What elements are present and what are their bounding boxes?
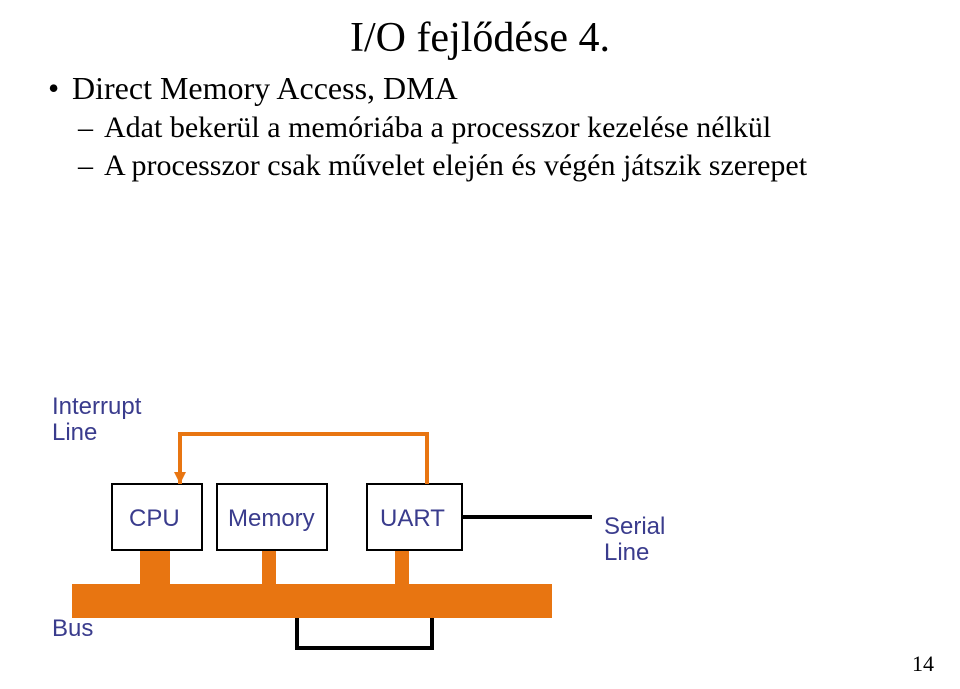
bus-loop bbox=[297, 618, 432, 648]
bullet-list: Direct Memory Access, DMA Adat bekerül a… bbox=[48, 70, 960, 183]
interrupt-label-2: Line bbox=[52, 419, 97, 446]
bus-rect bbox=[72, 584, 552, 618]
serial-label-2: Line bbox=[604, 539, 649, 566]
serial-label-1: Serial bbox=[604, 513, 665, 540]
bullet-1: Direct Memory Access, DMA bbox=[48, 70, 960, 107]
memory-bus-stub bbox=[262, 549, 276, 584]
uart-bus-stub bbox=[395, 549, 409, 584]
interrupt-line bbox=[180, 434, 427, 484]
page-title: I/O fejlődése 4. bbox=[0, 14, 960, 62]
dma-diagram: Interrupt Line CPU Memory UART Serial Li… bbox=[52, 354, 752, 664]
uart-label: UART bbox=[380, 505, 445, 532]
bullet-2a: Adat bekerül a memóriába a processzor ke… bbox=[48, 111, 960, 145]
page-number: 14 bbox=[912, 651, 934, 677]
cpu-bus-stub bbox=[140, 549, 170, 584]
interrupt-label-1: Interrupt bbox=[52, 393, 142, 420]
bullet-2b: A processzor csak művelet elején és végé… bbox=[48, 149, 960, 183]
cpu-label: CPU bbox=[129, 505, 180, 532]
bus-label: Bus bbox=[52, 615, 93, 642]
memory-label: Memory bbox=[228, 505, 315, 532]
interrupt-arrow bbox=[174, 472, 186, 484]
